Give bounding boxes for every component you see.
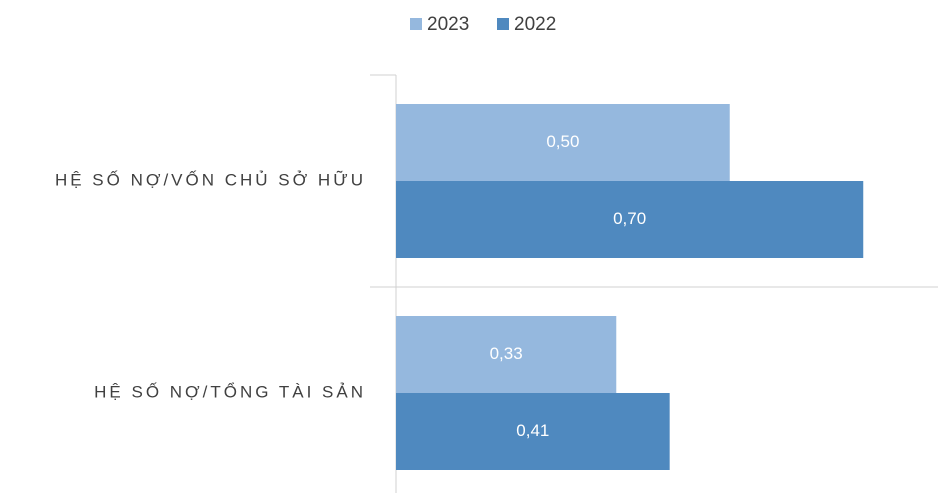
data-label: 0,33 (490, 344, 523, 363)
bar (396, 181, 864, 258)
legend-swatch (410, 18, 422, 30)
legend-label: 2023 (427, 14, 469, 35)
data-label: 0,41 (516, 421, 549, 440)
data-label: 0,70 (613, 209, 646, 228)
category-label: HỆ SỐ NỢ/TỔNG TÀI SẢN (94, 381, 366, 401)
bar (396, 393, 670, 470)
bar (396, 104, 730, 181)
bar (396, 316, 617, 393)
legend-swatch (497, 18, 509, 30)
category-label: HỆ SỐ NỢ/VỐN CHỦ SỞ HỮU (55, 169, 366, 189)
legend-label: 2022 (514, 14, 556, 35)
data-label: 0,50 (546, 132, 579, 151)
